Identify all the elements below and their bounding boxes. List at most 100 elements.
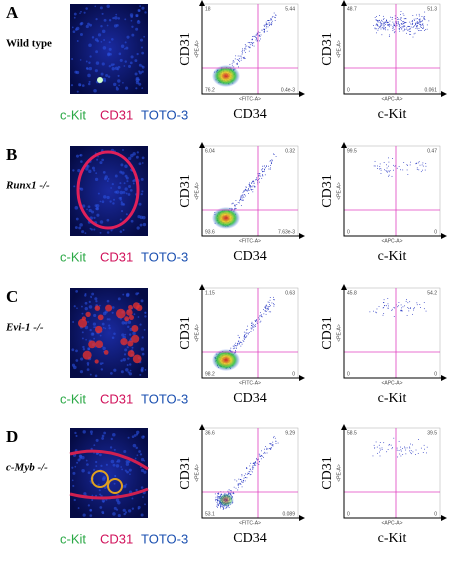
- event-dot: [396, 25, 398, 27]
- event-dot: [268, 168, 270, 170]
- nucleus: [141, 51, 145, 55]
- nucleus: [73, 305, 76, 308]
- event-dot: [261, 316, 262, 317]
- event-dot: [250, 474, 252, 475]
- nucleus: [97, 155, 99, 158]
- nucleus: [102, 170, 106, 174]
- nucleus: [140, 177, 144, 181]
- event-dot: [384, 169, 385, 171]
- event-dot: [256, 321, 258, 323]
- event-dot: [374, 17, 376, 18]
- event-dot: [270, 443, 272, 445]
- nucleus: [102, 476, 106, 480]
- event-dot: [263, 309, 264, 311]
- event-dot: [243, 199, 244, 201]
- channel-label: <PE-A>: [336, 324, 342, 342]
- nucleus: [139, 5, 142, 8]
- event-dot: [394, 21, 396, 23]
- nucleus: [124, 511, 128, 514]
- event-dot: [269, 443, 271, 444]
- nucleus: [82, 430, 86, 434]
- event-dot: [253, 186, 255, 188]
- event-dot: [387, 29, 389, 31]
- nucleus: [76, 90, 79, 93]
- event-dot: [389, 443, 390, 445]
- x-axis-label: CD34: [233, 249, 266, 264]
- nucleus: [137, 316, 140, 318]
- nucleus: [79, 12, 81, 15]
- event-dot: [385, 170, 387, 171]
- nucleus: [108, 47, 112, 51]
- nucleus: [144, 11, 147, 14]
- nucleus: [142, 496, 144, 498]
- event-dot: [399, 24, 401, 25]
- event-dot: [265, 446, 266, 447]
- nucleus: [83, 492, 87, 496]
- nucleus: [144, 315, 147, 318]
- event-dot: [401, 26, 403, 28]
- nucleus: [141, 70, 144, 73]
- event-dot: [379, 166, 381, 167]
- channel-label: <PE-A>: [336, 182, 342, 200]
- event-dot: [243, 190, 245, 192]
- nucleus: [92, 322, 97, 326]
- event-dot: [412, 36, 414, 38]
- event-dot: [405, 453, 407, 455]
- event-dot: [372, 455, 374, 457]
- event-dot: [255, 326, 256, 327]
- event-dot: [259, 318, 260, 320]
- event-dot: [396, 22, 397, 24]
- event-dot: [383, 442, 385, 444]
- nucleus: [89, 55, 92, 58]
- nucleus: [87, 73, 91, 78]
- cell: [131, 325, 139, 332]
- nucleus: [140, 347, 145, 351]
- event-dot: [391, 17, 393, 19]
- event-dot: [248, 190, 250, 191]
- event-dot: [216, 505, 218, 507]
- nucleus: [86, 208, 88, 211]
- nucleus: [85, 338, 87, 341]
- event-dot: [237, 484, 239, 486]
- event-dot: [245, 332, 247, 334]
- event-dot: [418, 22, 420, 24]
- event-dot: [425, 310, 427, 312]
- event-dot: [382, 302, 384, 303]
- event-dot: [240, 199, 242, 200]
- event-dot: [251, 182, 253, 183]
- event-dot: [255, 464, 257, 466]
- event-dot: [386, 21, 388, 23]
- event-dot: [272, 153, 274, 155]
- event-dot: [424, 29, 426, 31]
- nucleus: [102, 346, 106, 351]
- cell: [97, 77, 103, 83]
- nucleus: [87, 347, 91, 351]
- event-dot: [379, 19, 380, 21]
- nucleus: [73, 365, 77, 370]
- nucleus: [93, 326, 96, 329]
- event-dot: [246, 190, 248, 192]
- event-dot: [415, 449, 417, 451]
- quadrant-value: 0.4e-3: [281, 87, 295, 93]
- event-dot: [216, 499, 218, 500]
- event-dot: [412, 15, 414, 16]
- event-dot: [416, 25, 418, 27]
- nucleus: [101, 510, 105, 514]
- event-dot: [379, 168, 380, 170]
- event-dot: [237, 62, 238, 64]
- event-dot: [265, 166, 267, 167]
- nucleus: [127, 193, 131, 196]
- event-dot: [404, 447, 406, 449]
- nucleus: [79, 457, 82, 460]
- event-dot: [398, 450, 400, 451]
- panel: C Evi-1 -/- c-Kit CD31 TOTO-3 1.15 0.63 98.2 0 <F…: [5, 284, 447, 406]
- event-dot: [404, 22, 406, 24]
- nucleus: [91, 166, 95, 170]
- event-dot: [419, 26, 421, 28]
- event-dot: [379, 22, 381, 23]
- event-dot: [415, 22, 417, 24]
- stain-label: TOTO-3: [141, 391, 188, 406]
- nucleus: [75, 359, 79, 362]
- event-dot: [275, 17, 276, 19]
- event-dot: [228, 492, 230, 494]
